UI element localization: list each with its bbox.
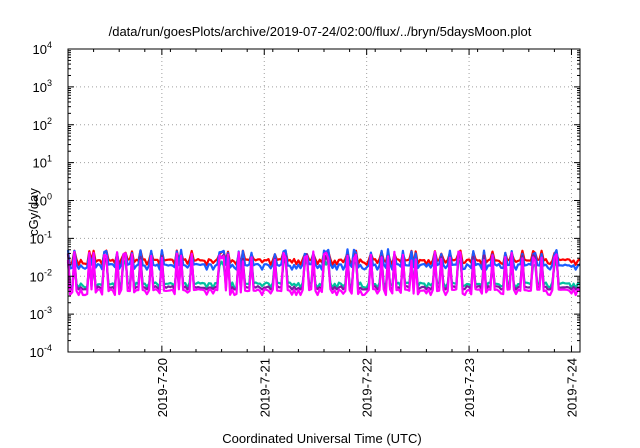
series-line bbox=[66, 250, 581, 297]
x-tick-label: 2019-7-23 bbox=[462, 358, 477, 417]
x-tick-label: 2019-7-21 bbox=[257, 358, 272, 417]
y-tick-label: 100 bbox=[33, 192, 52, 209]
x-tick-label: 2019-7-24 bbox=[564, 358, 579, 417]
y-tick-label: 101 bbox=[33, 154, 52, 171]
y-tick-label: 104 bbox=[33, 40, 52, 57]
y-tick-label: 10-4 bbox=[30, 343, 52, 360]
chart-title: /data/run/goesPlots/archive/2019-07-24/0… bbox=[109, 24, 532, 39]
x-tick-label: 2019-7-22 bbox=[360, 358, 375, 417]
y-tick-label: 103 bbox=[33, 78, 52, 95]
y-tick-label: 102 bbox=[33, 116, 52, 133]
x-axis-label: Coordinated Universal Time (UTC) bbox=[222, 431, 421, 446]
y-tick-label: 10-3 bbox=[30, 305, 52, 322]
series-line bbox=[66, 248, 581, 271]
series-group bbox=[66, 248, 581, 297]
x-tick-label: 2019-7-20 bbox=[155, 358, 170, 417]
y-axis-label: cGy/day bbox=[26, 188, 41, 236]
ticks: 10-4 10-3 10-2 10-1 100 101 102 103 104 2019-7-20… bbox=[30, 40, 581, 417]
y-tick-label: 10-2 bbox=[30, 267, 52, 284]
y-tick-label: 10-1 bbox=[30, 229, 52, 246]
grid bbox=[68, 49, 580, 352]
